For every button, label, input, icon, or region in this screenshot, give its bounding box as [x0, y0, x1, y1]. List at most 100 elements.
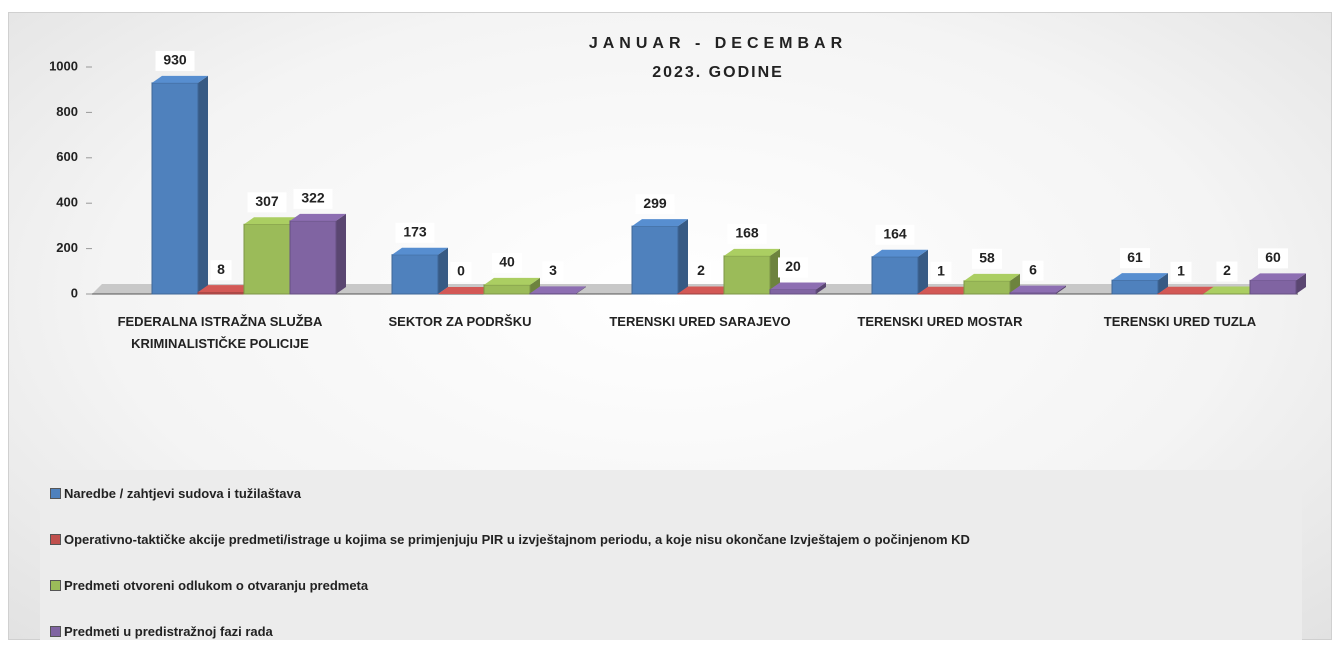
- data-label: 299: [643, 195, 667, 211]
- y-tick-label: 0: [71, 285, 78, 300]
- data-label: 3: [549, 262, 557, 278]
- bar-side: [1158, 273, 1168, 294]
- bar-top: [1158, 286, 1214, 294]
- y-tick-label: 400: [56, 195, 78, 210]
- bar-top: [1204, 286, 1260, 294]
- bar-top: [632, 219, 688, 227]
- legend-swatch: [50, 626, 61, 637]
- data-label-box: [247, 192, 287, 213]
- data-label-box: [875, 224, 915, 245]
- data-label-box: [450, 262, 472, 282]
- data-label: 58: [979, 250, 995, 266]
- bar: [631, 225, 679, 295]
- bar-top: [530, 286, 586, 294]
- bar: [391, 254, 439, 295]
- bar-side: [198, 75, 208, 294]
- bar-top: [392, 247, 448, 255]
- data-label: 40: [499, 254, 515, 270]
- bar-side: [918, 249, 928, 294]
- legend-entry: Predmeti u predistražnoj fazi rada: [50, 624, 273, 639]
- data-label: 0: [457, 263, 465, 279]
- bar-side: [336, 213, 346, 294]
- bar-side: [678, 219, 688, 294]
- data-label: 164: [883, 225, 907, 241]
- data-label-box: [293, 188, 333, 209]
- bar-top: [770, 282, 826, 290]
- bar: [963, 280, 1011, 295]
- bar-top: [872, 249, 928, 257]
- data-label-box: [727, 223, 767, 244]
- bar-top: [1010, 285, 1066, 293]
- bar: [151, 82, 199, 295]
- bar-side: [770, 248, 780, 294]
- legend-entry: Naredbe / zahtjevi sudova i tužilaštava: [50, 486, 301, 501]
- bar: [529, 292, 577, 295]
- bar-top: [918, 286, 974, 294]
- y-tick-label: 1000: [49, 58, 78, 73]
- bar-top: [724, 248, 780, 256]
- bar: [769, 288, 817, 295]
- bar-side: [1056, 285, 1066, 294]
- data-label: 2: [697, 262, 705, 278]
- data-label-box: [1216, 261, 1238, 282]
- bar-side: [1296, 273, 1306, 294]
- data-label: 61: [1127, 249, 1143, 265]
- data-label: 168: [735, 225, 759, 241]
- bar-top: [964, 273, 1020, 281]
- y-tick-label: 600: [56, 149, 78, 164]
- bar: [1009, 292, 1057, 295]
- data-label: 307: [255, 193, 279, 209]
- bar-top: [1112, 273, 1168, 281]
- bar-top: [438, 287, 494, 294]
- bar-top: [198, 285, 254, 293]
- legend-entry: Operativno-taktičke akcije predmeti/istr…: [50, 532, 970, 547]
- chart-subtitle: 2023. GODINE: [652, 64, 784, 81]
- data-label-box: [972, 248, 1002, 269]
- chart-title: JANUAR - DECEMBAR: [589, 35, 847, 52]
- bar-top: [678, 286, 734, 294]
- data-label-box: [690, 261, 712, 282]
- bar-top: [1250, 273, 1306, 281]
- data-label-box: [492, 252, 522, 273]
- x-tick-label: TERENSKI URED MOSTAR: [857, 314, 1023, 329]
- x-tick-label: SEKTOR ZA PODRŠKU: [388, 314, 532, 329]
- legend-swatch: [50, 488, 61, 499]
- bar-top: [152, 75, 208, 83]
- bar: [289, 220, 337, 295]
- data-label: 1: [937, 262, 945, 278]
- legend-label: Predmeti u predistražnoj fazi rada: [64, 624, 273, 639]
- data-label-box: [930, 261, 952, 282]
- legend-swatch: [50, 580, 61, 591]
- bar: [483, 284, 531, 295]
- data-label: 2: [1223, 262, 1231, 278]
- bar: [1111, 279, 1159, 295]
- data-label-box: [210, 260, 232, 281]
- legend-label: Naredbe / zahtjevi sudova i tužilaštava: [64, 486, 301, 501]
- x-tick-label: TERENSKI URED SARAJEVO: [609, 314, 791, 329]
- bar-side: [816, 282, 826, 294]
- data-label: 1: [1177, 262, 1185, 278]
- bar: [243, 223, 291, 295]
- data-label-box: [1170, 261, 1192, 282]
- legend-entry: Predmeti otvoreni odlukom o otvaranju pr…: [50, 578, 368, 593]
- data-label-box: [1022, 260, 1044, 281]
- data-label: 322: [301, 190, 325, 206]
- data-label: 930: [163, 52, 187, 68]
- bar-side: [1010, 273, 1020, 294]
- bar-top: [244, 217, 300, 225]
- bar-side: [438, 247, 448, 294]
- x-tick-label: FEDERALNA ISTRAŽNA SLUŽBA KRIMINALISTIČK…: [117, 314, 323, 351]
- x-tick-label: TERENSKI URED TUZLA: [1103, 314, 1257, 329]
- data-label: 8: [217, 261, 225, 277]
- bar-top: [484, 277, 540, 285]
- bar-side: [576, 286, 586, 294]
- bar: [1249, 279, 1297, 295]
- y-tick-label: 800: [56, 104, 78, 119]
- legend-label: Operativno-taktičke akcije predmeti/istr…: [64, 532, 970, 547]
- legend-swatch: [50, 534, 61, 545]
- data-label-box: [1120, 248, 1150, 269]
- bar: [197, 291, 245, 295]
- data-label-box: [1258, 248, 1288, 269]
